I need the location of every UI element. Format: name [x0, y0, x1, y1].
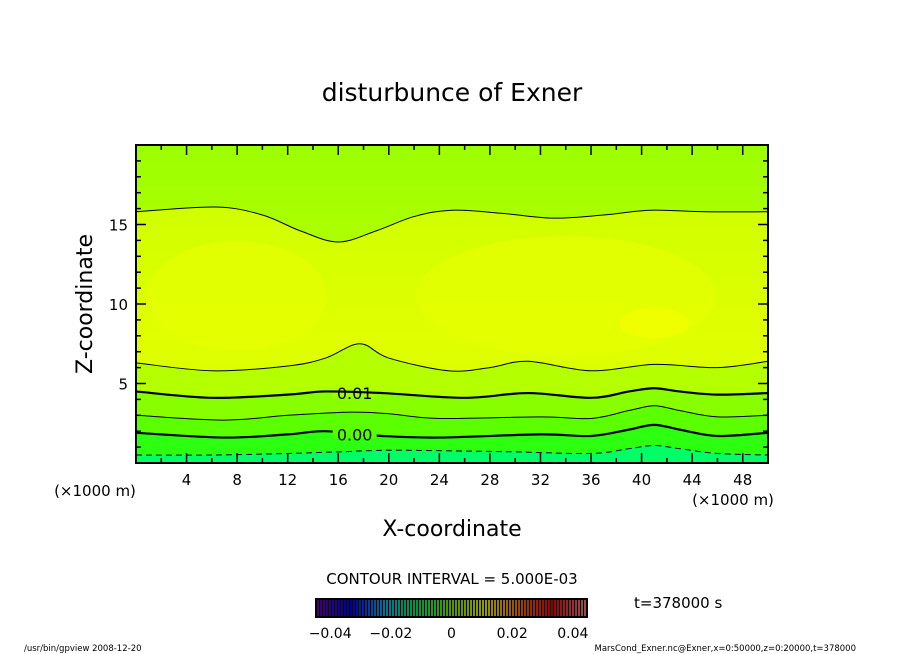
contour-line [135, 445, 769, 456]
footer-right: MarsCond_Exner.nc@Exner,x=0:50000,z=0:20… [594, 644, 856, 654]
x-unit-right: (×1000 m) [692, 491, 774, 509]
x-tick-label: 4 [182, 471, 192, 489]
fill-band-max [619, 308, 690, 339]
contour-line [135, 387, 769, 399]
colorbar-frame [315, 598, 588, 618]
x-tick-label: 48 [733, 471, 752, 489]
time-label: t=378000 s [634, 594, 722, 612]
contour-line [135, 423, 769, 439]
x-axis-label: X-coordinate [382, 517, 521, 542]
fill-band-max [415, 236, 716, 357]
plot-frame [135, 144, 769, 464]
contour-line [135, 343, 769, 372]
contour-lines: 0.00 0.01 [135, 206, 769, 456]
x-tick-label: 44 [683, 471, 702, 489]
colorbar-tick-label: 0.02 [497, 626, 528, 642]
fill-band [136, 445, 768, 463]
contour-label-gap [332, 430, 377, 439]
y-tick-label: 10 [109, 296, 128, 314]
x-tick-label: 8 [232, 471, 242, 489]
y-tick-label: 5 [118, 376, 128, 394]
contour-line [135, 405, 769, 421]
x-tick-label: 40 [632, 471, 651, 489]
y-axis-label: Z-coordinate [73, 234, 98, 374]
x-tick-label: 28 [480, 471, 499, 489]
contour-label: 0.00 [337, 425, 373, 444]
x-tick-label: 36 [581, 471, 600, 489]
x-tick-label: 12 [278, 471, 297, 489]
contour-interval: CONTOUR INTERVAL = 5.000E-03 [326, 570, 577, 588]
x-tick-label: 16 [329, 471, 348, 489]
contour-fills [136, 145, 768, 463]
colorbar: −0.04 −0.02 0 0.02 0.04 [309, 598, 589, 642]
footer-left: /usr/bin/gpview 2008-12-20 [24, 644, 142, 654]
x-tick-label: 20 [379, 471, 398, 489]
colorbar-tick-label: 0 [447, 626, 456, 642]
colorbar-tick-label: −0.04 [309, 626, 352, 642]
fill-band-max [147, 241, 328, 352]
contour-line [135, 206, 769, 243]
contour-label: 0.01 [337, 384, 373, 403]
x-tick-label: 32 [531, 471, 550, 489]
colorbar-tick-label: 0.04 [557, 626, 588, 642]
x-unit-left: (×1000 m) [54, 482, 136, 500]
chart-title: disturbunce of Exner [322, 78, 583, 107]
contour-label-gap [332, 389, 377, 398]
x-tick-label: 24 [430, 471, 449, 489]
y-tick-label: 15 [109, 217, 128, 235]
colorbar-tick-label: −0.02 [369, 626, 412, 642]
